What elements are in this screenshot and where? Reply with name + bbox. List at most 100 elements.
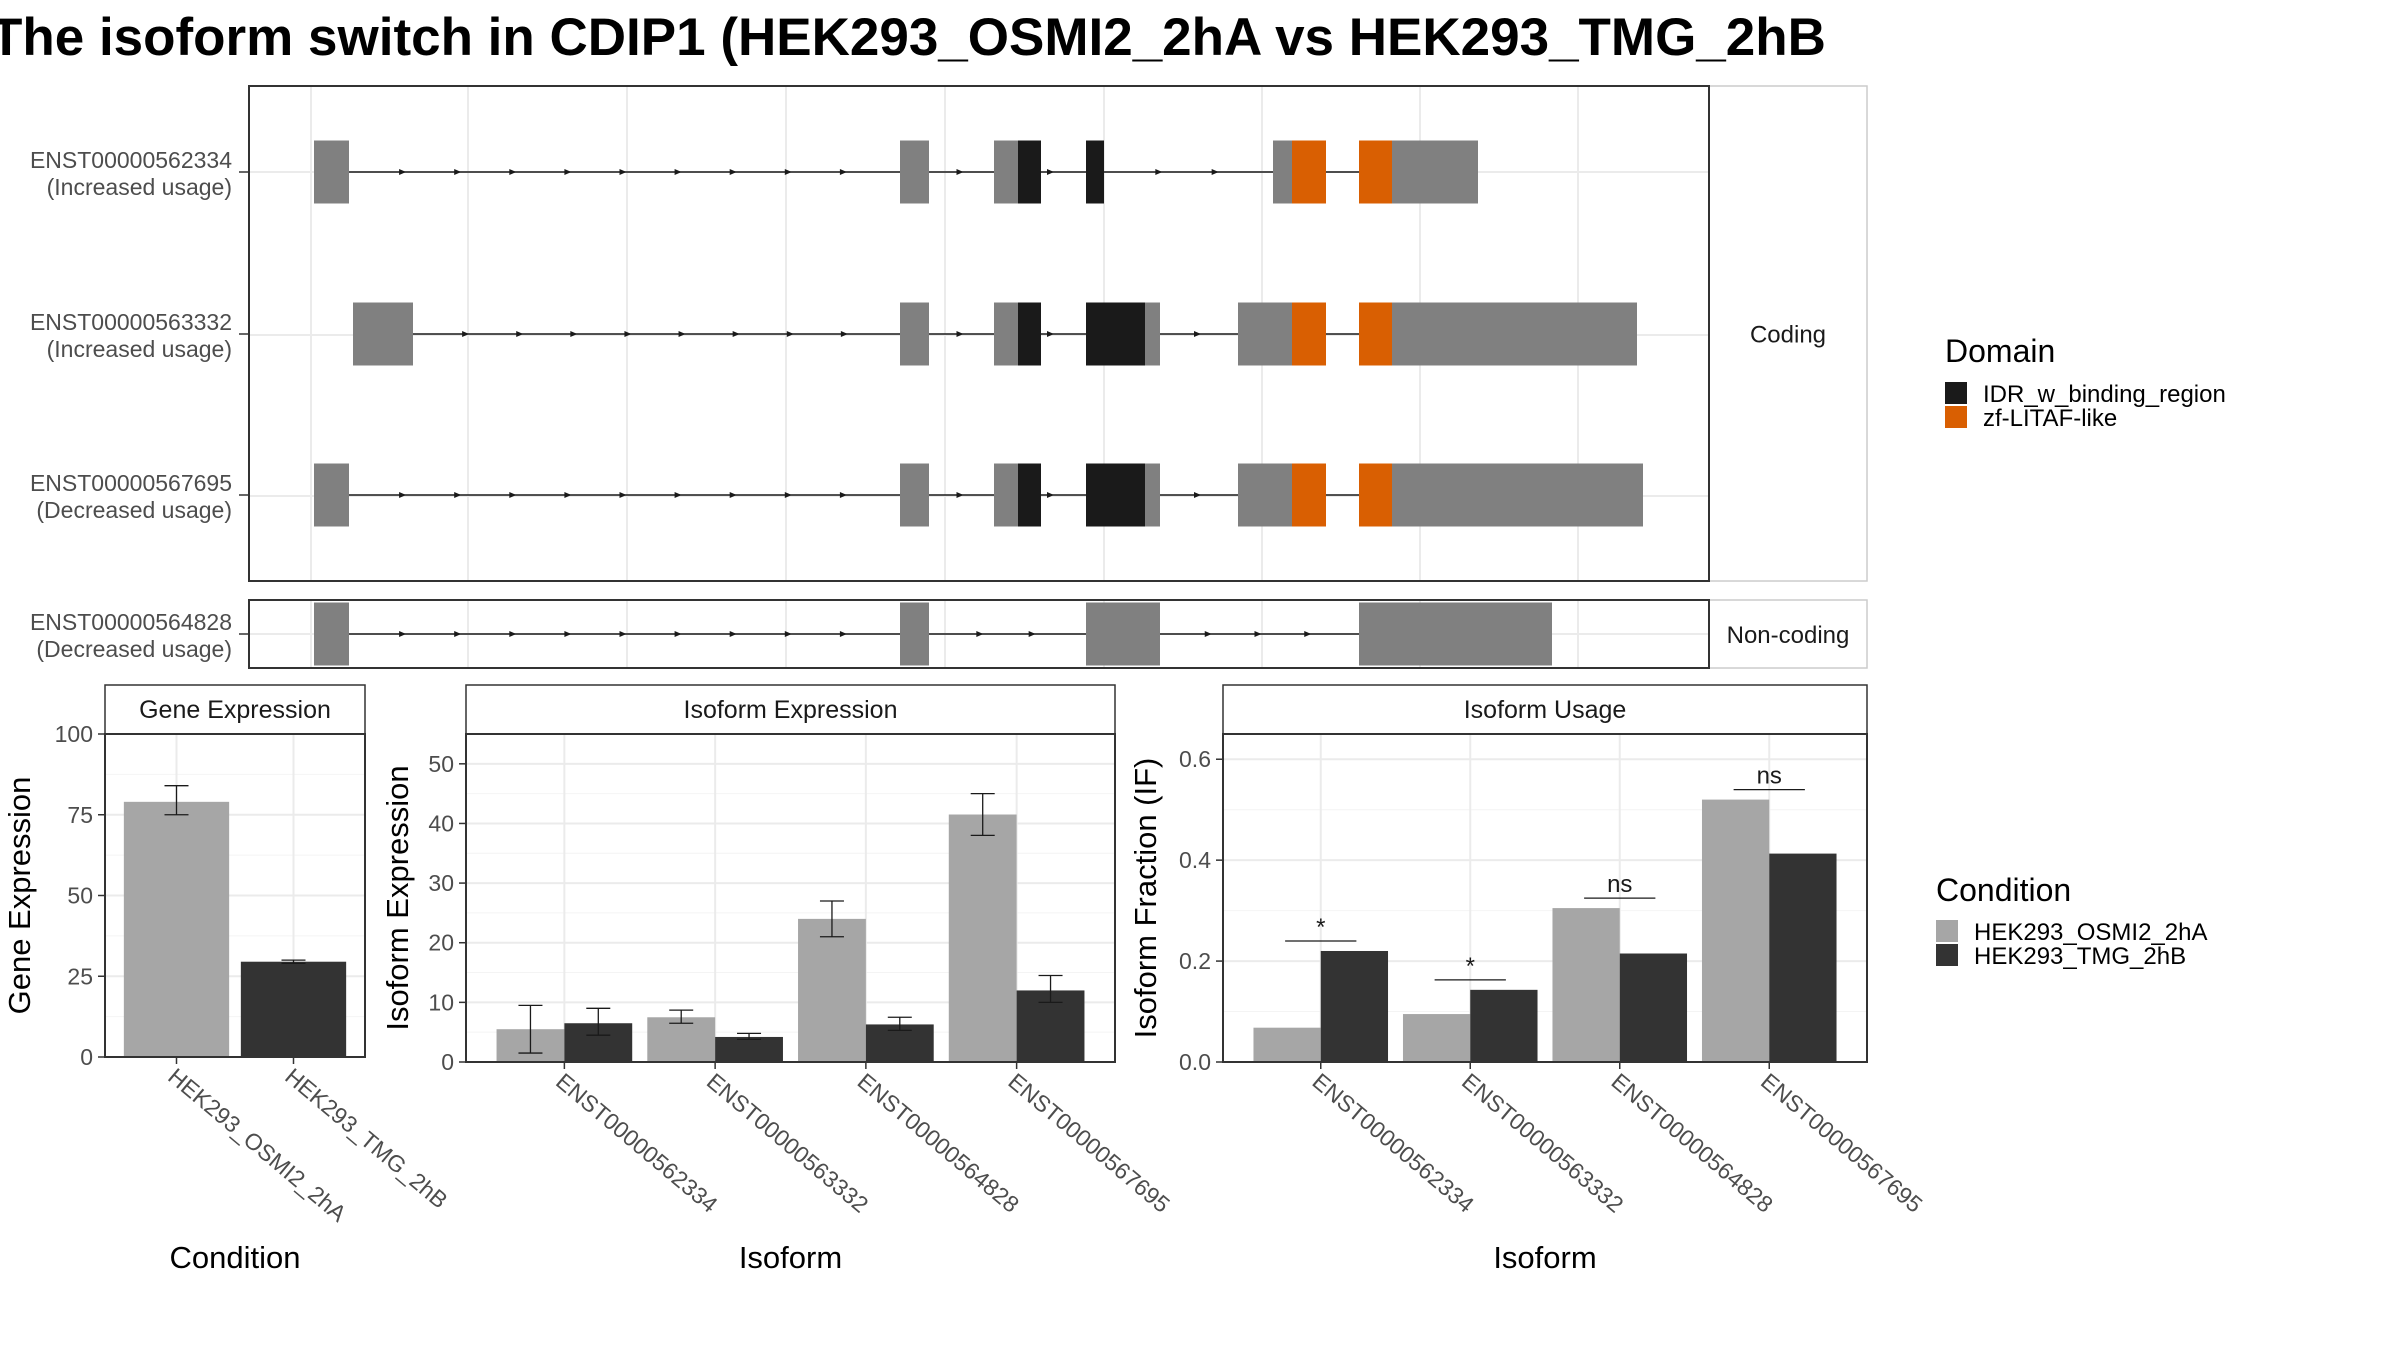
figure-title: The isoform switch in CDIP1 (HEK293_OSMI… xyxy=(0,8,1826,67)
intron-arrow xyxy=(619,169,627,175)
exon xyxy=(314,602,349,666)
exon xyxy=(1392,302,1637,366)
utr-segment xyxy=(994,470,1007,520)
intron-arrow xyxy=(674,492,682,498)
intron-arrow xyxy=(454,492,462,498)
domain-legend-label-idr: IDR_w_binding_region xyxy=(1983,381,2226,408)
x-tick-label: ENST00000564828 xyxy=(1607,1068,1779,1218)
transcript-ENST00000562334: ENST00000562334(Increased usage) xyxy=(30,140,1478,204)
intron-arrow xyxy=(839,169,847,175)
domain-zf-litaf-like xyxy=(1292,463,1326,527)
intron-arrow xyxy=(678,331,686,337)
y-tick-label: 20 xyxy=(428,930,454,956)
x-tick-label: ENST00000567695 xyxy=(1003,1068,1175,1218)
intron-arrow xyxy=(839,631,847,637)
domain-legend: Domain IDR_w_binding_region zf-LITAF-lik… xyxy=(1945,333,2226,432)
intron-arrow xyxy=(1211,169,1219,175)
intron-arrow xyxy=(732,331,740,337)
y-tick-label: 0 xyxy=(80,1044,93,1070)
panel-title: Gene Expression xyxy=(139,696,331,724)
transcript-status-label: (Decreased usage) xyxy=(36,636,232,662)
x-axis-title: Isoform xyxy=(739,1240,842,1275)
intron-arrow xyxy=(1047,331,1054,337)
significance-label: * xyxy=(1316,914,1325,941)
y-tick-label: 0.0 xyxy=(1179,1049,1211,1075)
facet-strip xyxy=(104,684,366,735)
intron-arrow xyxy=(729,169,737,175)
domain-idr-w-binding-region xyxy=(1086,140,1104,204)
intron-arrow xyxy=(840,331,848,337)
condition-legend-title: Condition xyxy=(1936,872,2071,908)
facet-strip-label: Non-coding xyxy=(1727,622,1850,649)
intron-arrow xyxy=(624,331,632,337)
exon xyxy=(1359,602,1552,666)
intron-arrow xyxy=(564,169,572,175)
intron-arrow xyxy=(1047,169,1054,175)
y-tick-label: 30 xyxy=(428,870,454,896)
domain-legend-key-zf xyxy=(1945,406,1967,428)
y-tick-label: 50 xyxy=(67,883,93,909)
intron-arrow xyxy=(1304,631,1312,637)
intron-arrow xyxy=(956,492,964,498)
plot-border xyxy=(465,733,1116,1063)
intron-arrow xyxy=(674,631,682,637)
structure-facet-border xyxy=(248,85,1710,582)
intron-arrow xyxy=(564,492,572,498)
plot-border xyxy=(1222,733,1868,1063)
x-tick-label: ENST00000567695 xyxy=(1756,1068,1928,1218)
domain-idr-w-binding-region xyxy=(1086,302,1145,366)
domain-zf-litaf-like xyxy=(1292,302,1326,366)
bar-ENST00000567695-HEK293_OSMI2_2hA xyxy=(1701,799,1770,1062)
transcript-status-label: (Decreased usage) xyxy=(36,497,232,523)
y-tick-label: 40 xyxy=(428,810,454,836)
x-tick-label: ENST00000563332 xyxy=(702,1068,874,1218)
isoform-usage-panel: Isoform Usage 0.0 0.2 0.4 0.6 ENST00000562334… xyxy=(1128,684,1928,1275)
domain-zf-litaf-like xyxy=(1359,463,1392,527)
intron-arrow xyxy=(509,492,517,498)
intron-arrow xyxy=(1204,631,1212,637)
bar-ENST00000567695-HEK293_OSMI2_2hA xyxy=(948,814,1017,1062)
intron-arrow xyxy=(509,169,517,175)
transcript-ENST00000567695: ENST00000567695(Decreased usage) xyxy=(30,463,1643,527)
bar-ENST00000564828-HEK293_OSMI2_2hA xyxy=(1552,908,1620,1062)
intron-arrow xyxy=(564,631,572,637)
exon xyxy=(314,140,349,204)
bar-ENST00000562334-HEK293_OSMI2_2hA xyxy=(1253,1027,1321,1062)
facet-strip xyxy=(465,684,1116,735)
intron-arrow xyxy=(786,331,794,337)
structure-facet-strip xyxy=(1708,85,1868,582)
significance-label: ns xyxy=(1607,871,1632,898)
domain-legend-key-idr xyxy=(1945,382,1967,404)
intron-arrow xyxy=(674,169,682,175)
intron-arrow xyxy=(570,331,578,337)
y-tick-label: 25 xyxy=(67,963,93,989)
exon xyxy=(1086,602,1160,666)
exon xyxy=(1238,463,1292,527)
transcript-status-label: (Increased usage) xyxy=(47,174,232,200)
intron-arrow xyxy=(784,631,792,637)
x-tick-label: ENST00000562334 xyxy=(1308,1068,1480,1218)
y-tick-label: 50 xyxy=(428,751,454,777)
exon xyxy=(900,302,929,366)
x-axis-title: Isoform xyxy=(1493,1240,1596,1275)
facet-strip-label: Coding xyxy=(1750,322,1826,349)
x-tick-label: ENST00000563332 xyxy=(1457,1068,1629,1218)
y-axis-title: Isoform Fraction (IF) xyxy=(1128,758,1163,1039)
y-tick-label: 0 xyxy=(441,1049,454,1075)
y-tick-label: 75 xyxy=(67,802,93,828)
intron-arrow xyxy=(976,631,984,637)
y-axis-title: Isoform Expression xyxy=(380,765,415,1030)
intron-arrow xyxy=(454,631,462,637)
bar-ENST00000564828-HEK293_TMG_2hB xyxy=(1619,953,1688,1062)
y-tick-label: 0.2 xyxy=(1179,948,1211,974)
domain-idr-w-binding-region xyxy=(1018,463,1041,527)
utr-segment xyxy=(994,147,1007,197)
y-axis-title: Gene Expression xyxy=(2,777,37,1015)
intron-arrow xyxy=(1028,631,1036,637)
intron-arrow xyxy=(619,492,627,498)
structure-facet-strip xyxy=(1708,599,1868,669)
exon xyxy=(900,602,929,666)
transcript-id-label: ENST00000563332 xyxy=(30,309,232,335)
intron-arrow xyxy=(784,169,792,175)
intron-arrow xyxy=(462,331,470,337)
